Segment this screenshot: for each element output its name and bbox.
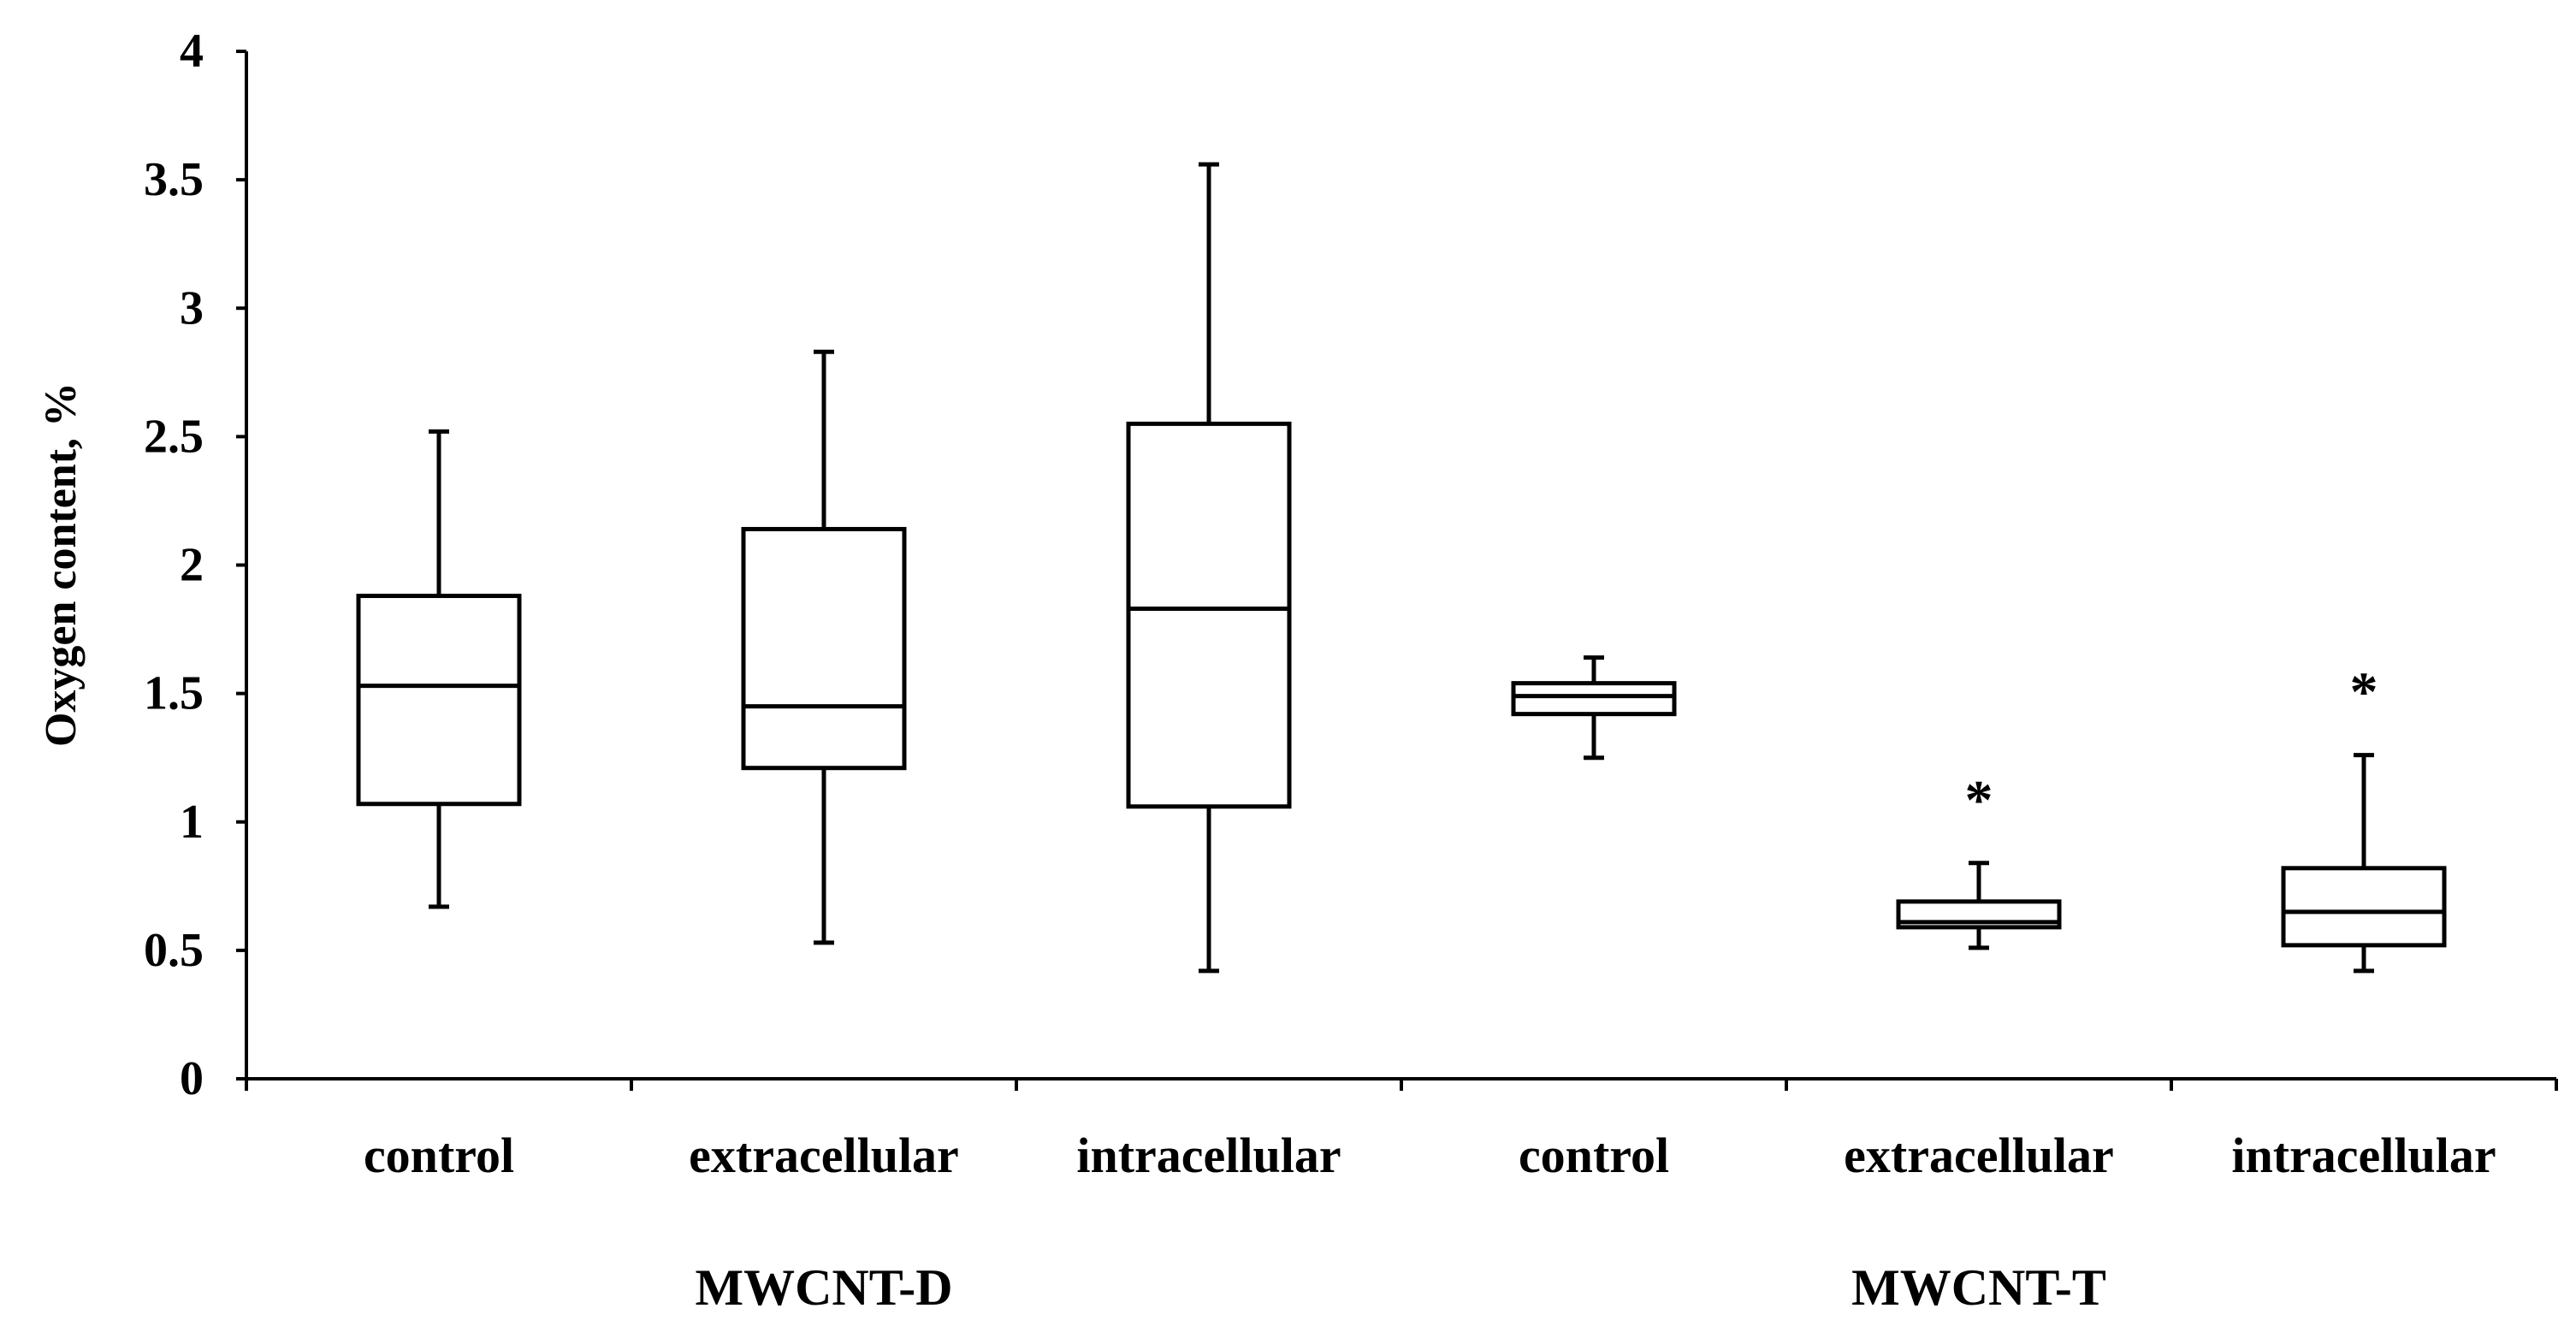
iqr-box [1511, 681, 1677, 717]
y-tick-label: 3.5 [144, 153, 204, 206]
significance-asterisk: * [2350, 661, 2378, 724]
category-labels: control extracellular intracellular control… [364, 1128, 2496, 1316]
category-label: extracellular [689, 1128, 959, 1183]
box-0 [356, 429, 522, 909]
category-label: intracellular [2231, 1128, 2496, 1183]
y-tick-label: 3 [180, 281, 204, 335]
category-label: intracellular [1076, 1128, 1341, 1183]
y-tick-label: 2.5 [144, 410, 204, 463]
box-4: * [1896, 769, 2062, 950]
y-tick-label: 2 [180, 539, 204, 592]
box-3 [1511, 655, 1677, 761]
iqr-box [1126, 421, 1292, 809]
iqr-box [356, 594, 522, 807]
y-axis-ticks: 0 0.5 1 1.5 2 2.5 3 3.5 4 [144, 25, 246, 1105]
category-label: control [364, 1128, 514, 1183]
y-tick-label: 1 [180, 796, 204, 849]
box-2 [1126, 162, 1292, 974]
group-label: MWCNT-T [1851, 1259, 2106, 1316]
y-tick-label: 1.5 [144, 667, 204, 720]
y-axis-title: Oxygen content, % [37, 382, 86, 747]
category-label: control [1519, 1128, 1669, 1183]
y-tick-label: 0.5 [144, 924, 204, 977]
significance-asterisk: * [1965, 769, 1993, 832]
box-5: * [2281, 661, 2447, 974]
y-tick-label: 4 [180, 25, 204, 78]
iqr-box [741, 526, 907, 771]
group-label: MWCNT-D [695, 1259, 952, 1316]
y-tick-label: 0 [180, 1052, 204, 1105]
x-axis-ticks [245, 1079, 2558, 1091]
iqr-box [2281, 866, 2447, 948]
box-1 [741, 349, 907, 945]
box-series: ** [356, 162, 2447, 974]
category-label: extracellular [1844, 1128, 2114, 1183]
